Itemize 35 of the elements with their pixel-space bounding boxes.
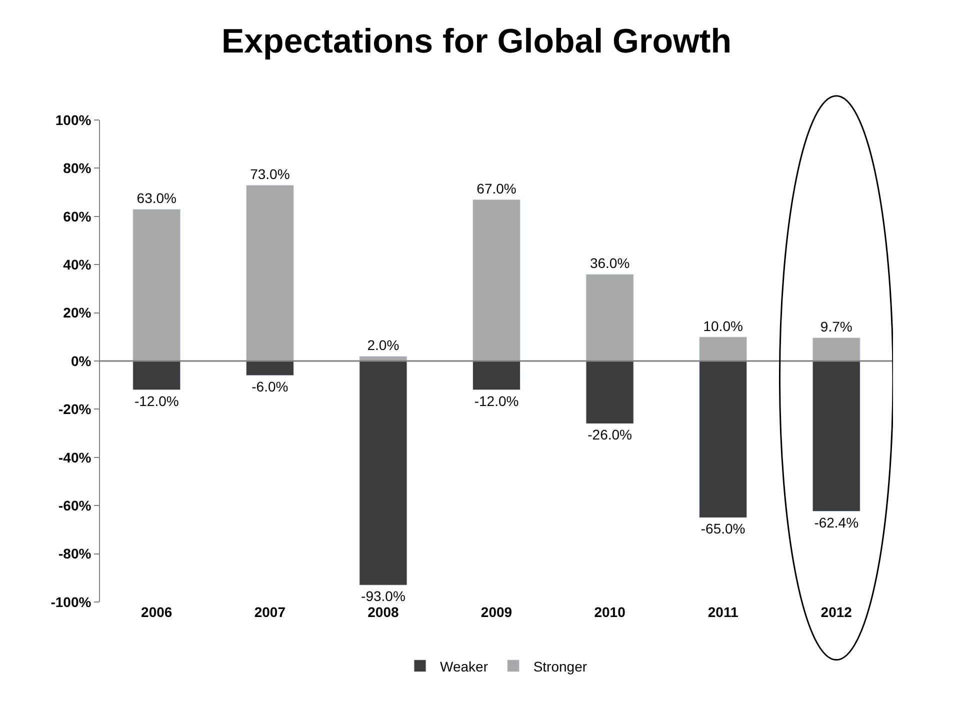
y-tick-label: -20% xyxy=(58,401,92,418)
data-label: -65.0% xyxy=(700,520,746,537)
data-label: 63.0% xyxy=(136,190,176,206)
y-tick-label: 60% xyxy=(63,208,92,224)
chart-title: Expectations for Global Growth xyxy=(221,22,732,61)
data-label: 73.0% xyxy=(250,166,290,182)
data-label: -62.4% xyxy=(814,514,859,530)
y-tick-label: -100% xyxy=(50,594,92,610)
x-tick-label: 2010 xyxy=(594,604,626,620)
data-label: -12.0% xyxy=(134,392,179,409)
legend-label: Stronger xyxy=(533,658,588,674)
legend-label: Weaker xyxy=(440,658,488,674)
y-tick-label: 0% xyxy=(70,352,92,369)
data-label: 67.0% xyxy=(476,180,516,197)
data-label: 9.7% xyxy=(820,318,852,335)
y-tick-label: 80% xyxy=(63,160,92,176)
data-label: 36.0% xyxy=(590,255,630,272)
x-tick-label: 2012 xyxy=(820,604,852,620)
y-tick-label: 20% xyxy=(63,304,92,321)
y-tick-label: 100% xyxy=(55,112,92,128)
x-tick-label: 2011 xyxy=(708,604,738,620)
data-label: 10.0% xyxy=(703,318,743,334)
data-label: 2.0% xyxy=(367,337,400,354)
y-tick-label: -40% xyxy=(58,449,92,466)
x-tick-label: 2008 xyxy=(368,604,399,620)
data-label: -26.0% xyxy=(588,426,632,443)
x-tick-label: 2009 xyxy=(480,604,512,620)
y-tick-label: -60% xyxy=(58,498,92,514)
x-tick-label: 2006 xyxy=(141,604,172,620)
data-label: -6.0% xyxy=(252,378,288,394)
data-label: -12.0% xyxy=(474,392,519,409)
y-tick-label: 40% xyxy=(63,256,92,272)
data-label: -93.0% xyxy=(361,588,406,604)
x-tick-label: 2007 xyxy=(254,604,286,620)
y-tick-label: -80% xyxy=(58,546,92,562)
